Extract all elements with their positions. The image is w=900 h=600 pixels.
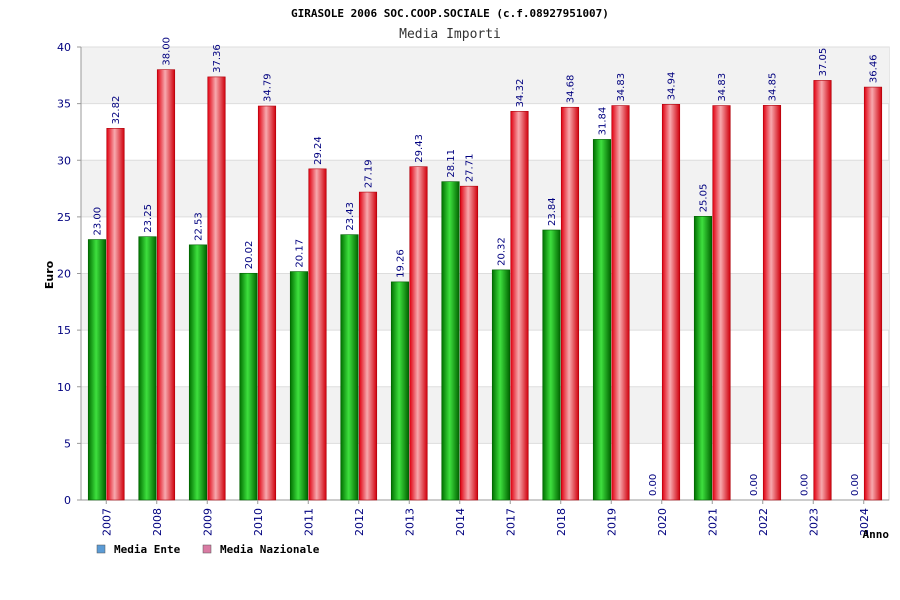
value-label: 27.71 [465, 154, 476, 183]
y-tick-label: 30 [57, 154, 71, 167]
y-tick-label: 40 [57, 41, 71, 54]
bar-media-nazionale [712, 105, 731, 501]
bar-media-nazionale [863, 86, 883, 501]
value-label: 20.32 [497, 237, 508, 266]
x-tick-label: 2011 [302, 508, 315, 536]
x-tick-label: 2021 [706, 508, 719, 536]
x-tick-label: 2009 [201, 508, 214, 536]
bar-media-ente [592, 139, 612, 501]
x-tick-label: 2018 [555, 508, 568, 536]
x-tick-label: 2012 [353, 508, 366, 536]
bar-media-ente [390, 281, 410, 501]
y-tick-label: 15 [57, 324, 71, 337]
x-tick-label: 2022 [757, 508, 770, 536]
value-label: 0.00 [648, 474, 659, 496]
bar-media-nazionale [358, 191, 378, 501]
chart-title: GIRASOLE 2006 SOC.COOP.SOCIALE (c.f.0892… [291, 7, 609, 20]
value-label: 28.11 [446, 149, 457, 178]
value-label: 19.26 [396, 249, 407, 278]
value-label: 23.25 [143, 204, 154, 233]
legend-swatch-media-ente [96, 544, 106, 554]
bar-media-nazionale [560, 106, 580, 501]
value-label: 31.84 [598, 107, 609, 136]
y-tick-label: 0 [64, 494, 71, 507]
x-tick-label: 2019 [605, 508, 618, 536]
x-axis-label: Anno [863, 528, 890, 541]
bar-media-ente [542, 229, 561, 501]
y-axis-label: Euro [43, 260, 56, 289]
x-tick-label: 2007 [100, 508, 113, 536]
bar-media-ente [138, 236, 157, 501]
value-label: 0.00 [749, 474, 760, 496]
bar-media-nazionale [308, 168, 327, 501]
value-label: 32.82 [111, 96, 122, 125]
value-label: 20.17 [295, 239, 306, 268]
bar-media-nazionale [207, 76, 226, 501]
y-tick-label: 5 [64, 437, 71, 450]
value-label: 23.84 [547, 197, 558, 226]
legend-swatch-media-nazionale [202, 544, 212, 554]
value-label: 20.02 [244, 241, 255, 270]
x-tick-label: 2023 [807, 508, 820, 536]
bar-media-nazionale [459, 185, 479, 501]
y-tick-label: 10 [57, 381, 71, 394]
value-label: 0.00 [800, 474, 811, 496]
bar-media-nazionale [257, 105, 277, 501]
bar-media-nazionale [661, 104, 681, 501]
value-label: 27.19 [364, 159, 375, 188]
value-label: 34.94 [667, 72, 678, 101]
y-axis-ticks: 0 5 10 15 20 25 30 35 40 [57, 41, 71, 507]
y-tick-label: 20 [57, 268, 71, 281]
value-label: 22.53 [194, 212, 205, 241]
value-label: 34.79 [263, 73, 274, 102]
value-label: 34.83 [616, 73, 627, 102]
bar-media-nazionale [156, 69, 176, 501]
value-label: 37.05 [818, 48, 829, 77]
legend: Media Ente Media Nazionale [96, 543, 320, 556]
y-tick-label: 25 [57, 211, 71, 224]
bar-media-ente [87, 239, 107, 501]
value-label: 29.24 [313, 136, 324, 165]
x-tick-label: 2008 [151, 508, 164, 536]
bar-media-ente [188, 244, 208, 501]
x-tick-label: 2017 [504, 508, 517, 536]
bar-media-nazionale [762, 105, 782, 501]
x-tick-label: 2020 [656, 508, 669, 536]
x-tick-label: 2010 [252, 508, 265, 536]
value-labels: 23.00 32.82 23.25 38.00 22.53 37.36 20.02 34.79… [93, 37, 880, 496]
bar-media-nazionale [106, 128, 125, 501]
bar-media-ente [289, 271, 309, 501]
x-tick-label: 2014 [454, 508, 467, 536]
bar-media-nazionale [409, 166, 428, 501]
bar-media-ente [340, 234, 359, 501]
legend-label-media-ente: Media Ente [114, 543, 181, 556]
value-label: 0.00 [850, 474, 861, 496]
value-label: 29.43 [414, 134, 425, 163]
chart-subtitle: Media Importi [399, 27, 501, 42]
value-label: 23.00 [93, 207, 104, 236]
value-label: 38.00 [162, 37, 173, 66]
value-label: 34.68 [566, 75, 577, 104]
value-label: 36.46 [869, 54, 880, 83]
value-label: 23.43 [345, 202, 356, 231]
bar-media-ente [239, 272, 258, 501]
value-label: 34.32 [515, 79, 526, 108]
value-label: 34.83 [717, 73, 728, 102]
x-tick-label: 2013 [403, 508, 416, 536]
bar-media-nazionale [813, 80, 832, 501]
x-tick-label: 2024 [858, 508, 871, 536]
legend-label-media-nazionale: Media Nazionale [220, 543, 320, 556]
y-tick-label: 35 [57, 98, 71, 111]
bar-media-ente [693, 216, 713, 501]
value-label: 37.36 [212, 44, 223, 73]
bar-media-nazionale [611, 105, 630, 501]
value-label: 25.05 [699, 184, 710, 213]
value-label: 34.85 [768, 73, 779, 102]
bars [87, 69, 883, 501]
bar-media-nazionale [510, 111, 529, 501]
bar-media-ente [441, 181, 460, 501]
bar-media-ente [491, 269, 511, 501]
x-axis-ticks: 2007 2008 2009 2010 2011 2012 2013 2014 2017 2018… [100, 500, 871, 536]
